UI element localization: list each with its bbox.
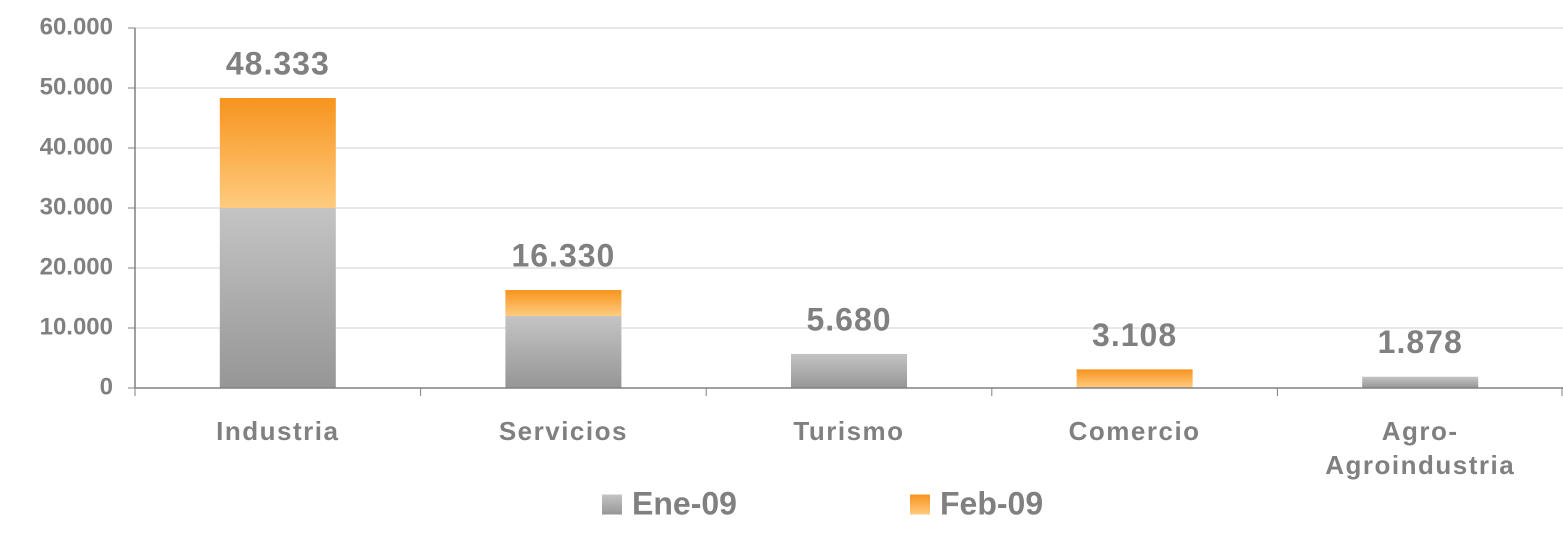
y-tick-label: 20.000: [40, 253, 113, 280]
y-tick-label: 10.000: [40, 313, 113, 340]
bar-segment: [1076, 369, 1193, 388]
x-tick-label: Industria: [216, 416, 340, 446]
bar-segment: [1362, 376, 1479, 388]
y-tick-label: 50.000: [40, 73, 113, 100]
total-label: 5.680: [806, 301, 891, 337]
legend-swatch: [910, 494, 930, 514]
total-label: 16.330: [511, 237, 615, 273]
x-tick-label: Turismo: [793, 416, 905, 446]
bar-segment: [505, 290, 622, 316]
legend-label: Feb-09: [940, 485, 1044, 522]
x-tick-label: Agro-Agroindustria: [1325, 416, 1516, 480]
bar-segment: [219, 208, 336, 388]
y-tick-label: 0: [100, 373, 113, 400]
bar-segment: [791, 353, 907, 388]
legend-swatch: [602, 494, 622, 514]
bar-segment: [505, 316, 622, 388]
total-label: 48.333: [226, 45, 330, 81]
y-tick-label: 40.000: [40, 133, 113, 160]
y-tick-label: 30.000: [40, 193, 113, 220]
bar-segment: [219, 98, 336, 208]
y-tick-label: 60.000: [40, 13, 113, 40]
legend-item: Ene-09: [602, 486, 737, 523]
legend-label: Ene-09: [632, 485, 737, 522]
x-tick-label: Comercio: [1068, 416, 1201, 446]
x-tick-label: Servicios: [498, 416, 628, 446]
total-label: 3.108: [1092, 317, 1177, 353]
legend-item: Feb-09: [910, 486, 1043, 523]
total-label: 1.878: [1378, 324, 1463, 360]
